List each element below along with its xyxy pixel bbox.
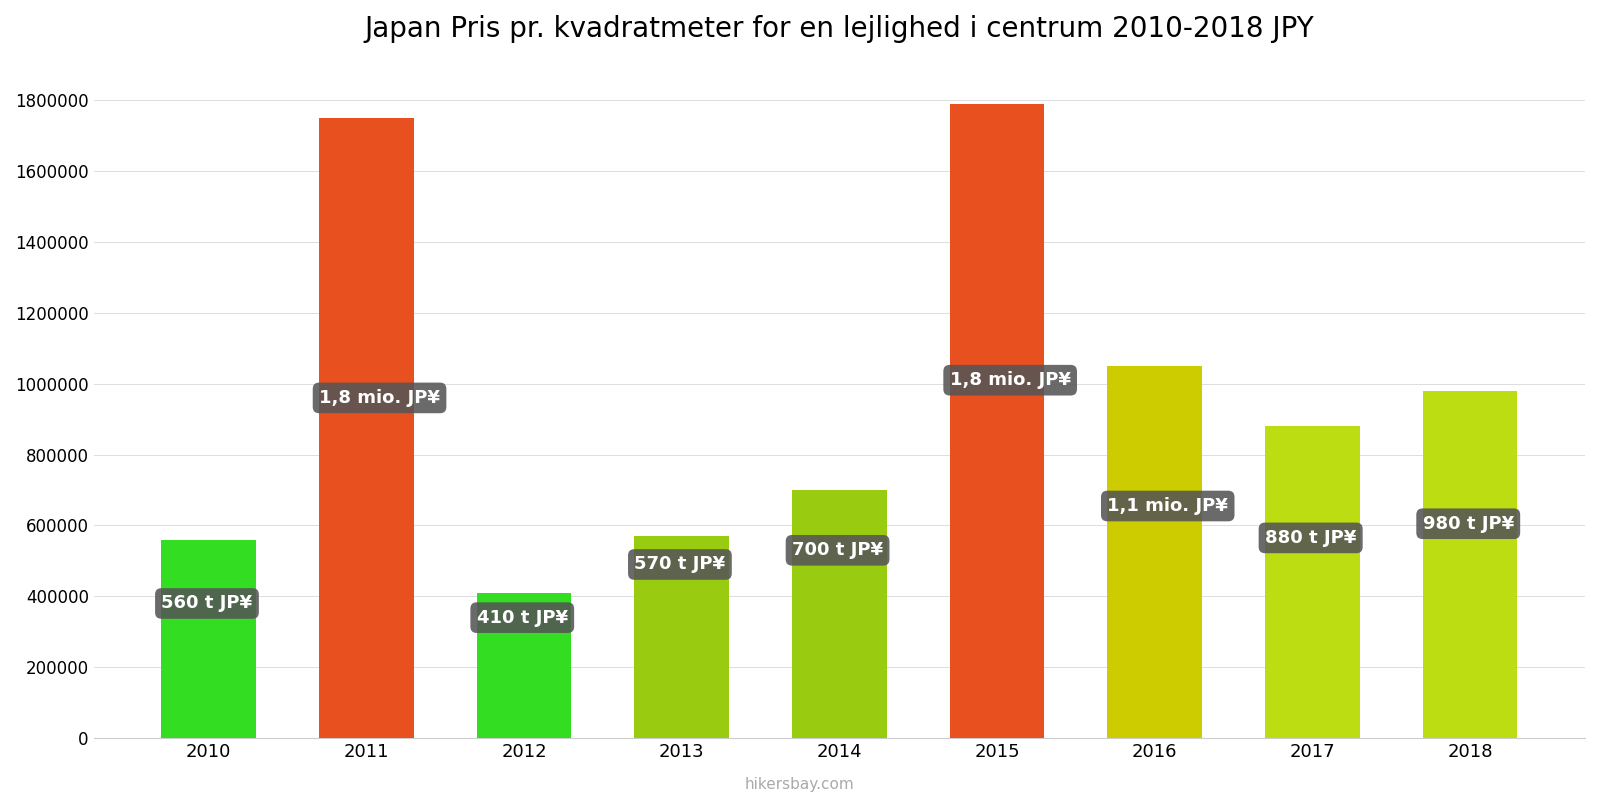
Bar [477, 593, 571, 738]
Bar [792, 490, 886, 738]
Text: 560 t JP¥: 560 t JP¥ [162, 594, 253, 613]
Bar [634, 536, 730, 738]
Text: 880 t JP¥: 880 t JP¥ [1266, 529, 1357, 547]
Title: Japan Pris pr. kvadratmeter for en lejlighed i centrum 2010-2018 JPY: Japan Pris pr. kvadratmeter for en lejli… [365, 15, 1314, 43]
Text: 410 t JP¥: 410 t JP¥ [477, 609, 568, 626]
Bar [1107, 366, 1202, 738]
Text: 570 t JP¥: 570 t JP¥ [634, 555, 725, 574]
Bar [162, 540, 256, 738]
Text: 980 t JP¥: 980 t JP¥ [1422, 514, 1514, 533]
Text: 1,8 mio. JP¥: 1,8 mio. JP¥ [950, 371, 1070, 389]
Bar [318, 118, 414, 738]
Text: 1,8 mio. JP¥: 1,8 mio. JP¥ [318, 389, 440, 407]
Text: 700 t JP¥: 700 t JP¥ [792, 542, 883, 559]
Bar [950, 104, 1045, 738]
Text: 1,1 mio. JP¥: 1,1 mio. JP¥ [1107, 497, 1229, 515]
Text: hikersbay.com: hikersbay.com [746, 777, 854, 792]
Bar [1422, 391, 1517, 738]
Bar [1266, 426, 1360, 738]
